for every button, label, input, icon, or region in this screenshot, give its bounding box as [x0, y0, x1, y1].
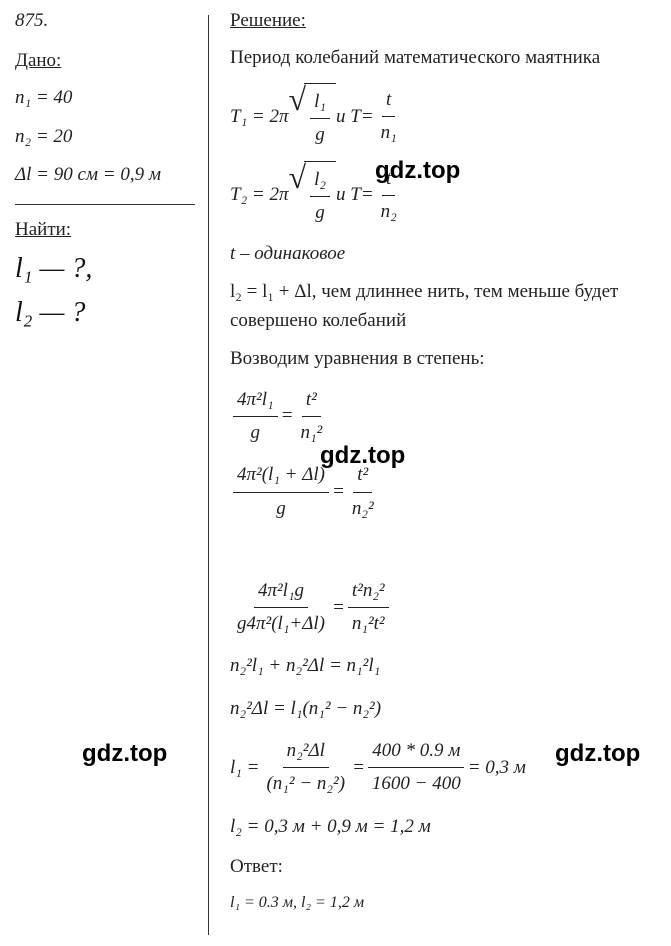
page-container: 875. Дано: n₁ = 40 n₂ = 20 Δl = 90 см = … [0, 0, 671, 935]
t-same: t – одинаковое [230, 240, 656, 269]
right-column: Решение: Период колебаний математическог… [215, 10, 656, 925]
find-l2: l₂ — ? [15, 297, 215, 329]
formula-t1: T₁ = 2π √l₁g и T= tn₁ [230, 83, 656, 152]
squared-eq2: 4π²(l₁ + Δl)g = t²n₂² [230, 459, 656, 525]
squared-eq1: 4π²l₁g = t²n₁² [230, 384, 656, 450]
answer-label: Ответ: [230, 853, 656, 882]
l2-calc: l₂ = 0,3 м + 0,9 м = 1,2 м [230, 811, 656, 843]
given-n2: n₂ = 20 [15, 123, 215, 152]
raise-power: Возводим уравнения в степень: [230, 345, 656, 374]
solution-intro: Период колебаний математического маятник… [230, 44, 656, 73]
l1-calc: l₁ = n₂²Δl(n₁² − n₂²) = 400 * 0.9 м1600 … [230, 735, 656, 801]
division-eq: 4π²l₁gg4π²(l₁+Δl) = t²n₂²n₁²t² [230, 575, 656, 641]
problem-number: 875. [15, 10, 215, 32]
answer-value: l₁ = 0.3 м, l₂ = 1,2 м [230, 891, 656, 915]
formula-t2: T₂ = 2π √l₂g и T= tn₂ [230, 161, 656, 230]
find-l1: l₁ — ?, [15, 253, 215, 285]
given-n1: n₁ = 40 [15, 84, 215, 113]
expand-eq: n₂²l₁ + n₂²Δl = n₁²l₁ [230, 650, 656, 682]
solution-heading: Решение: [230, 10, 656, 32]
left-column: 875. Дано: n₁ = 40 n₂ = 20 Δl = 90 см = … [15, 10, 215, 925]
find-heading: Найти: [15, 219, 215, 241]
separator-line [15, 204, 195, 205]
given-dl: Δl = 90 см = 0,9 м [15, 161, 215, 190]
l2-relation: l₂ = l₁ + Δl, чем длиннее нить, тем мень… [230, 278, 656, 335]
given-heading: Дано: [15, 50, 215, 72]
factor-eq: n₂²Δl = l₁(n₁² − n₂²) [230, 693, 656, 725]
vertical-divider [208, 15, 209, 935]
